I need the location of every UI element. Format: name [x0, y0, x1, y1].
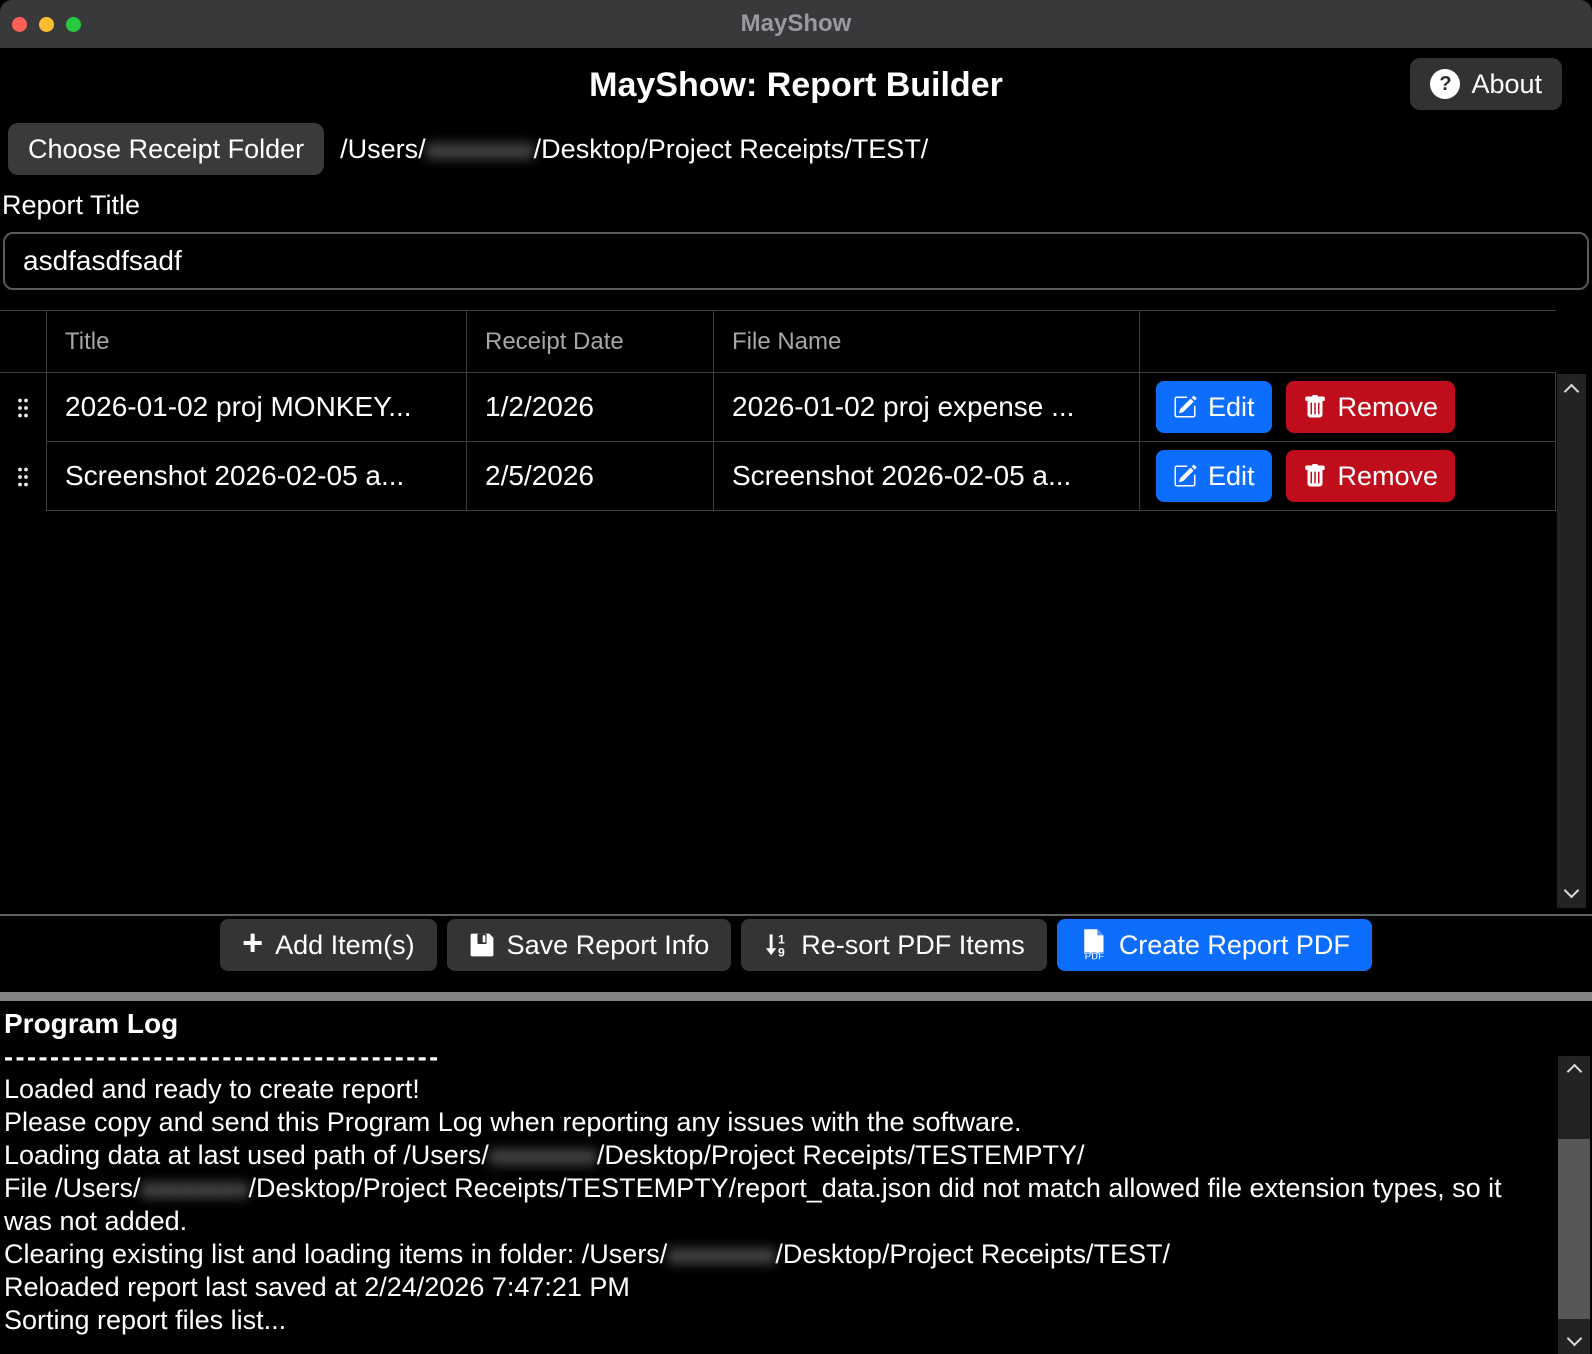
row-title: Screenshot 2026-02-05 a...: [47, 442, 467, 511]
sort-numeric-down-icon: 1 9: [766, 932, 785, 958]
edit-button-label: Edit: [1208, 460, 1255, 491]
log-separator: --------------------------------------: [4, 1042, 441, 1072]
log-line: Please copy and send this Program Log wh…: [4, 1107, 1022, 1137]
grip-dots-icon: [18, 398, 28, 417]
row-receipt-date: 2/5/2026: [467, 442, 714, 511]
redacted-username: xxxxxxxx: [488, 1140, 597, 1170]
save-report-info-button[interactable]: Save Report Info: [446, 919, 732, 971]
trash-icon: [1304, 395, 1325, 418]
report-title-label: Report Title: [2, 190, 141, 220]
log-line: Loaded and ready to create report!: [4, 1074, 420, 1104]
minimize-window-icon[interactable]: [39, 16, 54, 32]
row-receipt-date: 1/2/2026: [467, 373, 714, 442]
drag-handle[interactable]: [0, 373, 47, 442]
pencil-square-icon: [1174, 395, 1197, 418]
about-button-label: About: [1471, 68, 1542, 99]
log-scrollbar-thumb[interactable]: [1558, 1139, 1590, 1319]
header-drag-column: [0, 311, 47, 372]
header-actions: [1140, 311, 1556, 372]
log-line: Sorting report files list...: [4, 1305, 287, 1335]
program-log-heading: Program Log: [4, 1008, 179, 1039]
table-scrollbar[interactable]: [1557, 374, 1586, 908]
log-line: Loading data at last used path of /Users…: [4, 1140, 1085, 1170]
path-suffix: /Desktop/Project Receipts/TEST/: [533, 133, 929, 164]
floppy-save-icon: [470, 933, 494, 957]
scroll-up-icon[interactable]: [1566, 1063, 1582, 1080]
resort-label: Re-sort PDF Items: [801, 929, 1025, 960]
items-table: Title Receipt Date File Name 2026-01-02 …: [0, 310, 1592, 910]
create-report-label: Create Report PDF: [1118, 929, 1350, 960]
log-line: File /Users/xxxxxxxx/Desktop/Project Rec…: [4, 1173, 1502, 1236]
question-icon: ?: [1430, 69, 1461, 99]
svg-text:9: 9: [778, 945, 785, 958]
header-receipt-date: Receipt Date: [467, 311, 714, 372]
create-report-pdf-button[interactable]: PDF Create Report PDF: [1056, 919, 1372, 971]
table-header-row: Title Receipt Date File Name: [0, 310, 1556, 373]
scroll-down-icon[interactable]: [1563, 882, 1580, 899]
trash-icon: [1304, 464, 1325, 487]
report-title-input[interactable]: [3, 232, 1589, 290]
scroll-up-icon[interactable]: [1563, 383, 1580, 400]
log-line: Clearing existing list and loading items…: [4, 1239, 1170, 1269]
resort-pdf-items-button[interactable]: 1 9 Re-sort PDF Items: [741, 919, 1047, 971]
table-row: 2026-01-02 proj MONKEY... 1/2/2026 2026-…: [0, 373, 1556, 442]
redacted-username: xxxxxxxx: [667, 1239, 776, 1269]
redacted-username: xxxxxxxx: [425, 133, 534, 164]
add-items-label: Add Item(s): [275, 929, 415, 960]
remove-button[interactable]: Remove: [1285, 450, 1456, 502]
row-file-name: 2026-01-02 proj expense ...: [714, 373, 1140, 442]
pencil-square-icon: [1174, 464, 1197, 487]
actions-bar: + Add Item(s) Save Report Info 1 9 Re-so…: [0, 919, 1592, 971]
remove-button-label: Remove: [1337, 391, 1439, 422]
window-title: MayShow: [740, 10, 852, 37]
row-actions: Edit Remove: [1140, 373, 1556, 442]
edit-button-label: Edit: [1208, 391, 1255, 422]
row-actions: Edit Remove: [1140, 442, 1556, 511]
drag-handle[interactable]: [0, 442, 47, 511]
grip-dots-icon: [18, 467, 28, 486]
table-bottom-divider: [0, 914, 1592, 916]
redacted-username: xxxxxxxx: [140, 1173, 249, 1203]
log-line: Reloaded report last saved at 2/24/2026 …: [4, 1272, 630, 1302]
receipt-folder-path: /Users/ xxxxxxxx /Desktop/Project Receip…: [340, 134, 928, 165]
titlebar: MayShow: [0, 0, 1592, 48]
choose-receipt-folder-button[interactable]: Choose Receipt Folder: [8, 123, 325, 175]
close-window-icon[interactable]: [12, 16, 27, 32]
edit-button[interactable]: Edit: [1156, 381, 1272, 433]
row-file-name: Screenshot 2026-02-05 a...: [714, 442, 1140, 511]
header-file-name: File Name: [714, 311, 1140, 372]
page-title: MayShow: Report Builder: [589, 66, 1003, 104]
log-splitter-handle[interactable]: [0, 992, 1592, 1001]
remove-button[interactable]: Remove: [1285, 381, 1456, 433]
about-button[interactable]: ? About: [1410, 58, 1562, 110]
zoom-window-icon[interactable]: [66, 16, 81, 32]
traffic-lights: [0, 16, 81, 32]
edit-button[interactable]: Edit: [1156, 450, 1272, 502]
log-scrollbar[interactable]: [1558, 1056, 1590, 1354]
file-pdf-icon: PDF: [1084, 929, 1104, 961]
scroll-down-icon[interactable]: [1566, 1330, 1582, 1347]
program-log: Program Log ----------------------------…: [0, 1001, 1592, 1354]
remove-button-label: Remove: [1337, 460, 1439, 491]
folder-row: Choose Receipt Folder /Users/ xxxxxxxx /…: [8, 122, 1584, 176]
header-title: Title: [47, 311, 467, 372]
svg-text:1: 1: [778, 932, 785, 946]
table-row: Screenshot 2026-02-05 a... 2/5/2026 Scre…: [0, 442, 1556, 511]
row-title: 2026-01-02 proj MONKEY...: [47, 373, 467, 442]
app-header: MayShow: Report Builder ? About: [0, 48, 1592, 118]
svg-text:PDF: PDF: [1084, 952, 1104, 961]
save-report-label: Save Report Info: [506, 929, 710, 960]
path-prefix: /Users/: [340, 133, 426, 164]
add-items-button[interactable]: + Add Item(s): [220, 919, 437, 971]
